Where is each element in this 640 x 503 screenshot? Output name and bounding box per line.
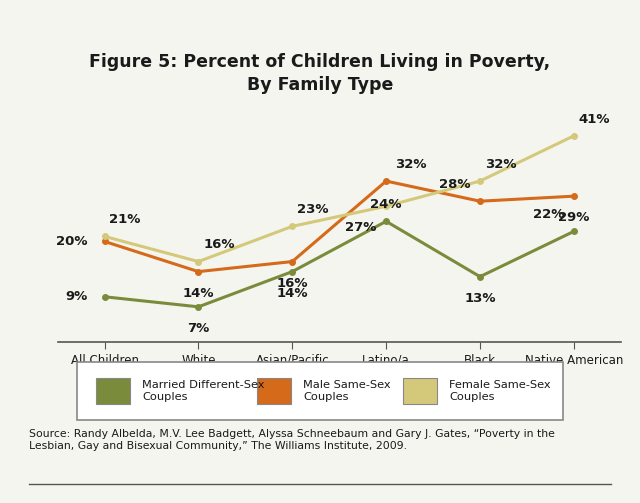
FancyBboxPatch shape	[257, 378, 291, 404]
Text: 23%: 23%	[297, 203, 328, 216]
Text: 21%: 21%	[109, 213, 141, 226]
Text: 7%: 7%	[188, 322, 209, 335]
Text: 28%: 28%	[439, 178, 470, 191]
Text: Figure 5: Percent of Children Living in Poverty,
By Family Type: Figure 5: Percent of Children Living in …	[90, 53, 550, 95]
Text: 13%: 13%	[464, 292, 496, 305]
Text: 9%: 9%	[65, 290, 88, 303]
FancyBboxPatch shape	[403, 378, 436, 404]
Text: Married Different-Sex
Couples: Married Different-Sex Couples	[143, 380, 265, 402]
Text: 27%: 27%	[346, 221, 377, 234]
Text: 14%: 14%	[182, 287, 214, 300]
Text: 22%: 22%	[533, 208, 564, 221]
FancyBboxPatch shape	[77, 362, 563, 420]
Text: 32%: 32%	[484, 158, 516, 171]
FancyBboxPatch shape	[96, 378, 131, 404]
Text: 41%: 41%	[579, 113, 610, 126]
Text: 29%: 29%	[558, 211, 589, 224]
Text: 32%: 32%	[396, 158, 427, 171]
Text: Male Same-Sex
Couples: Male Same-Sex Couples	[303, 380, 390, 402]
Text: 24%: 24%	[371, 198, 402, 211]
Text: 14%: 14%	[276, 287, 308, 300]
Text: Female Same-Sex
Couples: Female Same-Sex Couples	[449, 380, 550, 402]
Text: Source: Randy Albelda, M.V. Lee Badgett, Alyssa Schneebaum and Gary J. Gates, “P: Source: Randy Albelda, M.V. Lee Badgett,…	[29, 429, 555, 451]
Text: 16%: 16%	[276, 277, 308, 290]
Text: 20%: 20%	[56, 235, 88, 248]
Text: 16%: 16%	[203, 238, 235, 252]
